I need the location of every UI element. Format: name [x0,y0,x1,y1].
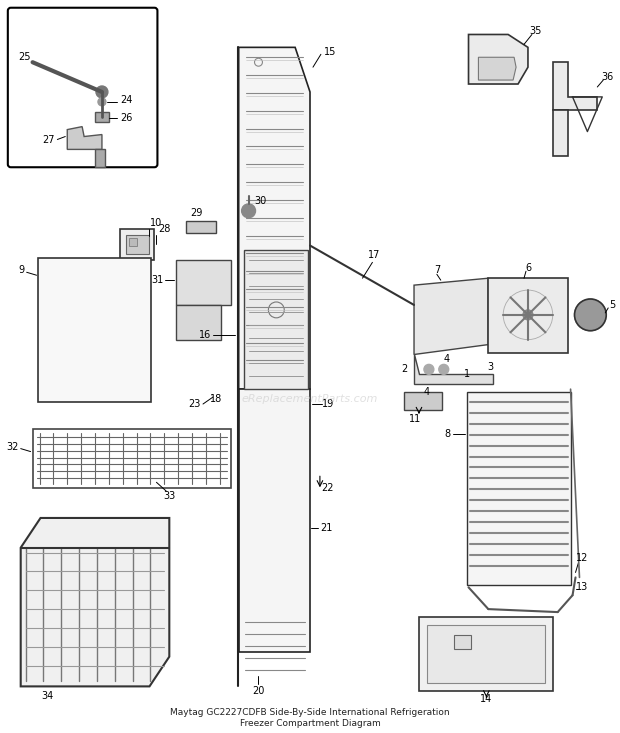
Text: 14: 14 [480,694,492,704]
Bar [126,235,149,254]
Circle shape [575,299,606,331]
Bar [176,305,221,339]
Text: 25: 25 [19,52,31,62]
Polygon shape [20,518,169,686]
Text: 4: 4 [424,387,430,397]
Text: 20: 20 [252,686,265,696]
Polygon shape [469,34,528,84]
Polygon shape [67,127,102,150]
Text: 11: 11 [409,414,421,424]
Text: 23: 23 [188,399,201,409]
Polygon shape [414,279,489,355]
Circle shape [523,310,533,320]
Text: 36: 36 [601,72,613,82]
Bar [239,389,310,652]
Circle shape [439,364,449,375]
Text: 31: 31 [151,275,164,285]
Text: 22: 22 [322,483,334,493]
Text: 6: 6 [525,263,531,273]
Text: 15: 15 [324,48,336,57]
Text: 10: 10 [150,218,162,228]
Text: 3: 3 [487,362,494,372]
Text: 1: 1 [464,369,469,379]
Text: 26: 26 [120,113,132,122]
Text: 24: 24 [120,95,132,105]
Text: 18: 18 [210,394,222,404]
Text: 35: 35 [529,26,542,35]
Text: Maytag GC2227CDFB Side-By-Side International Refrigeration
Freezer Compartment D: Maytag GC2227CDFB Side-By-Side Internati… [170,708,450,728]
Bar [489,279,567,353]
Text: 19: 19 [322,399,334,409]
Text: 5: 5 [609,300,615,310]
Circle shape [98,98,106,106]
Bar [38,259,151,402]
Bar [120,229,154,260]
Polygon shape [239,48,310,389]
Text: 12: 12 [576,553,588,563]
Bar [129,237,136,246]
Polygon shape [553,110,567,156]
Text: 34: 34 [42,691,53,701]
Text: 7: 7 [434,265,440,276]
Circle shape [96,86,108,98]
Bar [466,392,570,586]
Bar [419,617,553,691]
Text: 2: 2 [401,364,407,375]
Bar [95,150,105,167]
Bar [427,625,545,683]
Polygon shape [186,221,216,232]
Polygon shape [553,62,597,110]
Bar [404,392,442,410]
Text: eReplacementParts.com: eReplacementParts.com [242,394,378,404]
Text: 27: 27 [42,134,55,144]
Text: 28: 28 [158,224,170,234]
Bar [33,429,231,488]
Text: 13: 13 [577,582,588,592]
Polygon shape [244,251,308,389]
Bar [176,260,231,305]
Text: 33: 33 [163,491,175,501]
Text: 9: 9 [19,265,25,276]
Text: 32: 32 [6,441,19,452]
Text: 16: 16 [198,330,211,339]
Circle shape [242,204,255,218]
Text: 17: 17 [368,251,381,260]
Text: 30: 30 [254,196,267,206]
Polygon shape [479,57,516,80]
Bar [95,111,109,122]
Circle shape [424,364,434,375]
FancyBboxPatch shape [8,8,157,167]
Text: 29: 29 [190,208,202,218]
Text: 4: 4 [444,355,449,364]
Text: 21: 21 [320,523,332,533]
Text: 8: 8 [445,429,451,439]
Bar [454,635,471,649]
Polygon shape [414,355,494,384]
